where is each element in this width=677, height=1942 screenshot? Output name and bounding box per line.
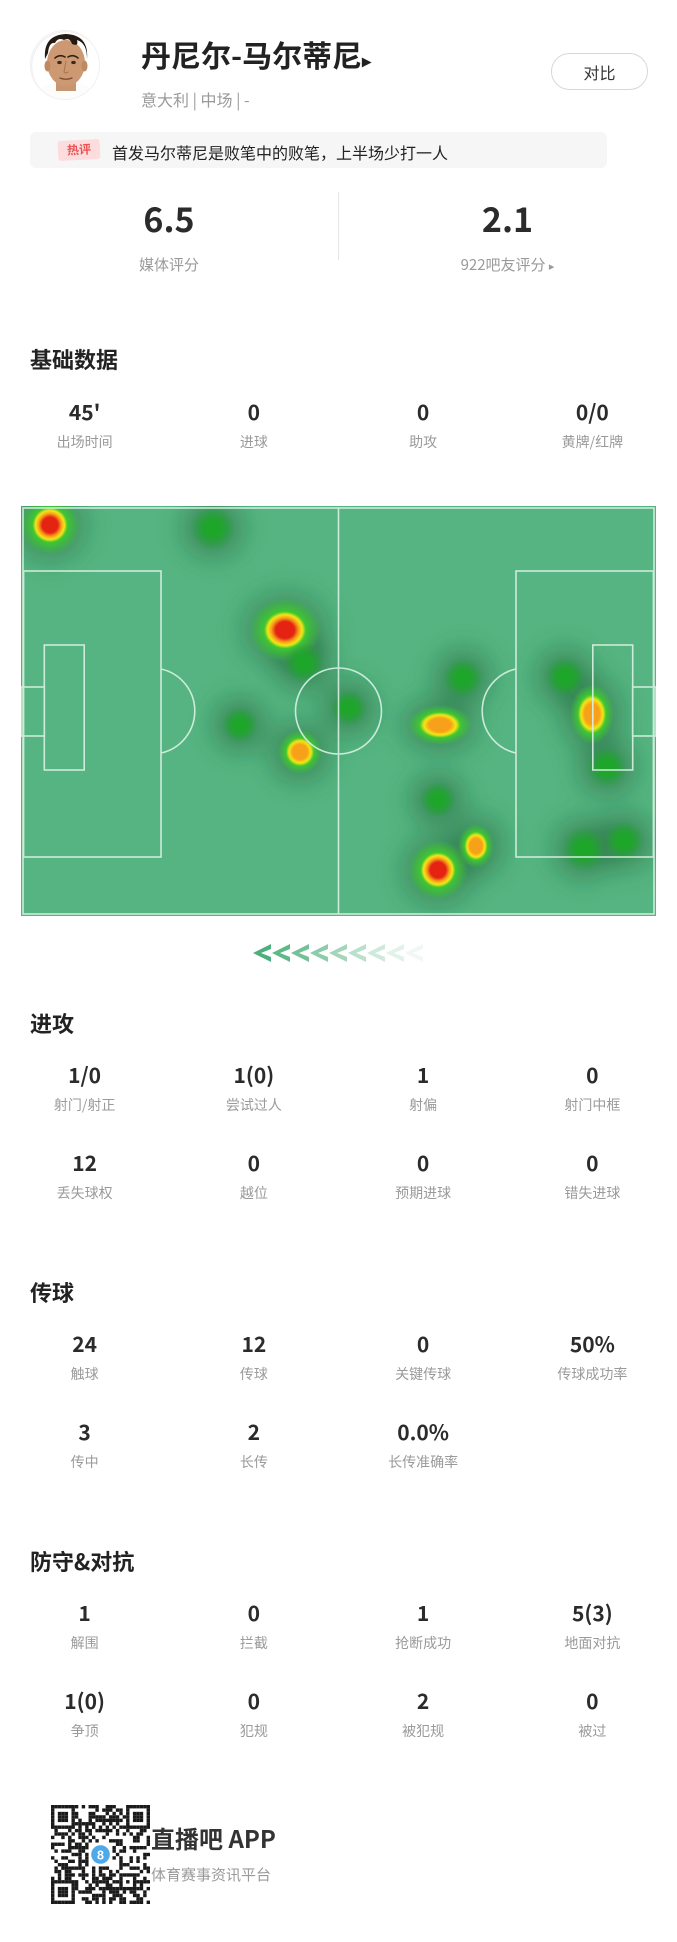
- svg-text:8: 8: [97, 1848, 104, 1862]
